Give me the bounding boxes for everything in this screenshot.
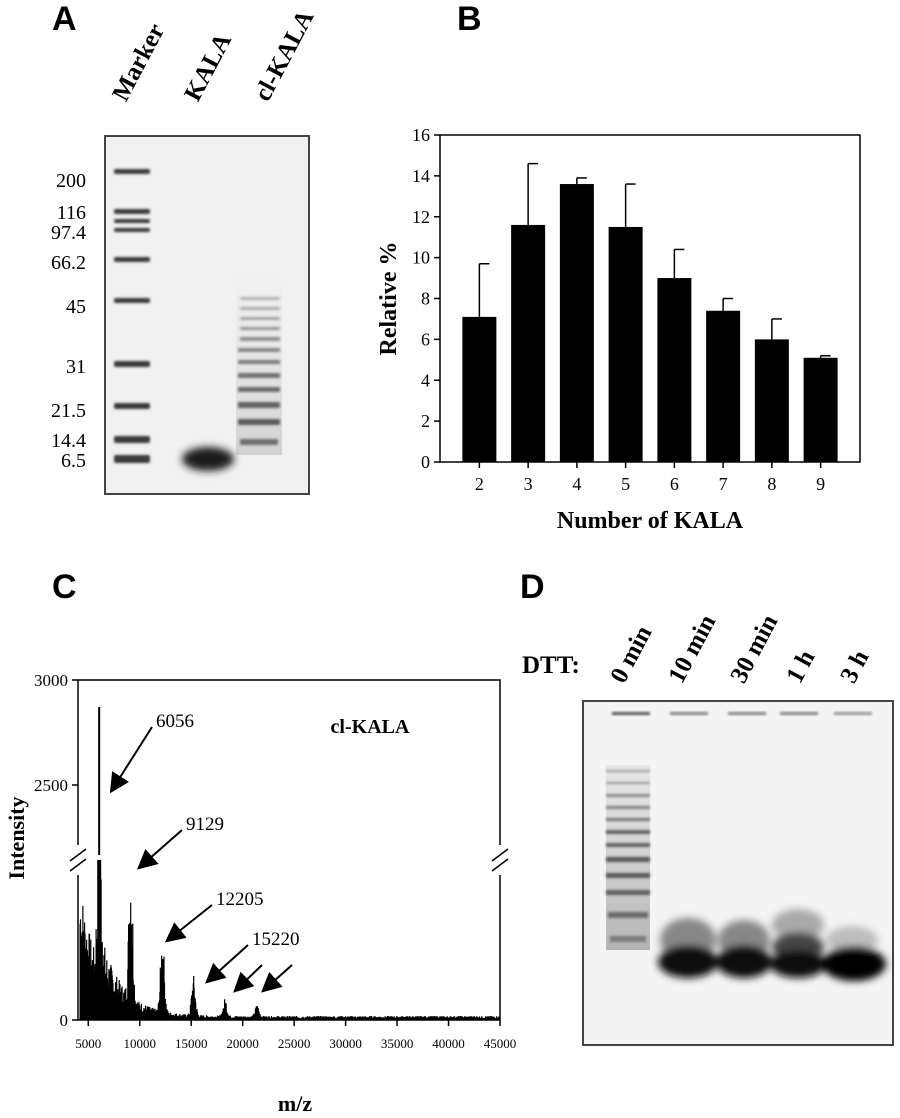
y-tick-label: 2 [421,411,430,431]
x-tick-label: 8 [767,474,776,494]
y-axis-label: Intensity [4,796,29,879]
marker-weight: 97.4 [51,222,86,244]
x-axis-label: Number of KALA [557,508,744,534]
bar-chart-b: 0 2 4 6 8 10 12 14 16 2 3 4 5 6 7 8 9 Number of KALA Re… [376,125,861,534]
lane-label-3h: 3 h [835,646,875,688]
axis-break [491,858,509,872]
marker-weight: 21.5 [51,400,86,422]
plot-frame [439,134,861,463]
x-tick-label: 4 [572,474,581,494]
peak-arrow [205,944,249,984]
x-tick-label: 6 [670,474,679,494]
peak-label: 12205 [216,889,264,910]
peak-arrow [233,964,263,993]
spectrum-title: cl-KALA [331,716,410,738]
y-tick-label: 14 [412,166,430,186]
y-tick-label: 3000 [34,671,68,690]
x-tick-label: 45000 [484,1036,517,1051]
bar [559,184,594,463]
marker-weight: 200 [56,170,86,192]
y-tick-label: 8 [421,289,430,309]
y-tick-label: 10 [412,248,430,268]
peak-arrow [261,964,293,993]
marker-weight: 45 [66,296,86,318]
bar [462,316,497,462]
bar [706,310,741,462]
x-tick-label: 40000 [432,1036,465,1051]
bar [608,226,643,462]
axis-break [69,848,87,862]
marker-weight: 31 [66,356,86,378]
lane-label-0min: 0 min [605,621,658,688]
x-tick-label: 25000 [278,1036,311,1051]
sds-page-gel-a [104,135,310,495]
y-tick-label: 16 [412,125,430,145]
marker-weight: 66.2 [51,252,86,274]
peak-arrow [136,829,183,870]
peak-label: 15220 [252,929,300,950]
lane-label-1h: 1 h [781,646,821,688]
bar [754,339,789,462]
x-tick-label: 5 [621,474,630,494]
peak-label: 6056 [156,711,194,732]
x-tick-label: 10000 [124,1036,157,1051]
panel-b-letter: B [457,0,482,38]
panel-d-letter: D [520,568,545,606]
peak-arrow [109,726,153,794]
lane-label-kala: KALA [179,29,238,106]
x-tick-label: 30000 [329,1036,362,1051]
marker-weight: 6.5 [61,450,86,472]
lane-label-marker: Marker [107,19,171,106]
bar [803,357,838,462]
marker-weight: 116 [56,202,86,224]
y-tick-label: 0 [421,452,430,472]
bar [511,224,546,462]
y-tick-label: 0 [60,1011,69,1030]
x-tick-label: 35000 [381,1036,414,1051]
lane-label-30min: 30 min [725,610,784,688]
x-tick-label: 9 [816,474,825,494]
y-tick-label: 4 [421,370,430,390]
panel-c-letter: C [52,568,77,606]
x-tick-label: 2 [475,474,484,494]
panel-a-letter: A [52,0,77,38]
x-tick-label: 15000 [175,1036,208,1051]
peak-arrow [164,904,213,943]
x-tick-label: 20000 [226,1036,259,1051]
lane-label-cl-kala: cl-KALA [249,5,320,106]
x-tick-label: 7 [719,474,728,494]
mass-spectrum-c: 0 2500 3000 5000 10000 15000 20000 25000 30000 3… [4,671,517,1115]
axis-break [491,848,509,862]
bar [657,278,692,462]
peak-label: 9129 [186,814,224,835]
sds-page-gel-d [582,700,894,1046]
axis-break [69,858,87,872]
x-tick-label: 3 [524,474,533,494]
y-axis-label: Relative % [376,242,402,356]
lane-label-10min: 10 min [663,610,722,688]
x-axis-label: m/z [278,1091,312,1115]
marker-weight: 14.4 [51,430,86,452]
spectrum-trace [79,860,501,1020]
y-tick-label: 12 [412,207,430,227]
y-tick-label: 2500 [34,776,68,795]
y-tick-label: 6 [421,329,430,349]
x-tick-label: 5000 [75,1036,101,1051]
dtt-row-label: DTT: [522,652,580,679]
